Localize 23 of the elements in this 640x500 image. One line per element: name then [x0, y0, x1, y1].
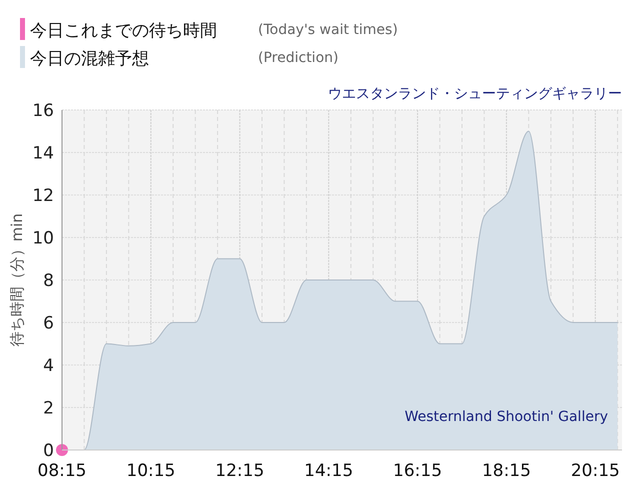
- y-tick-label: 2: [43, 398, 54, 418]
- text: (Prediction): [258, 50, 338, 66]
- y-tick-label: 16: [32, 101, 54, 121]
- y-tick-label: 14: [32, 144, 54, 164]
- y-tick-label: 6: [43, 314, 54, 334]
- x-tick-label: 10:15: [126, 461, 176, 481]
- y-tick-label: 10: [32, 228, 54, 248]
- x-tick-label: 08:15: [38, 461, 86, 481]
- y-axis-title: 待ち時間（分）min: [8, 213, 26, 347]
- x-tick-label: 16:15: [393, 461, 442, 481]
- y-tick-label: 12: [32, 186, 54, 206]
- x-tick-label: 14:15: [304, 461, 354, 481]
- x-tick-label: 12:15: [215, 461, 264, 481]
- x-tick-label: 18:15: [482, 461, 531, 481]
- chart-title: ウエスタンランド・シューティングギャラリー: [328, 86, 622, 102]
- y-tick-label: 8: [43, 271, 54, 291]
- y-tick-label: 4: [43, 356, 54, 376]
- text: (Today's wait times): [258, 22, 398, 38]
- y-tick-label: 0: [43, 441, 54, 461]
- legend-label: 今日これまでの待ち時間: [30, 21, 217, 41]
- annotation: Westernland Shootin' Gallery: [404, 409, 608, 425]
- x-tick-label: 20:15: [570, 461, 620, 481]
- legend-label: 今日の混雑予想: [30, 49, 149, 69]
